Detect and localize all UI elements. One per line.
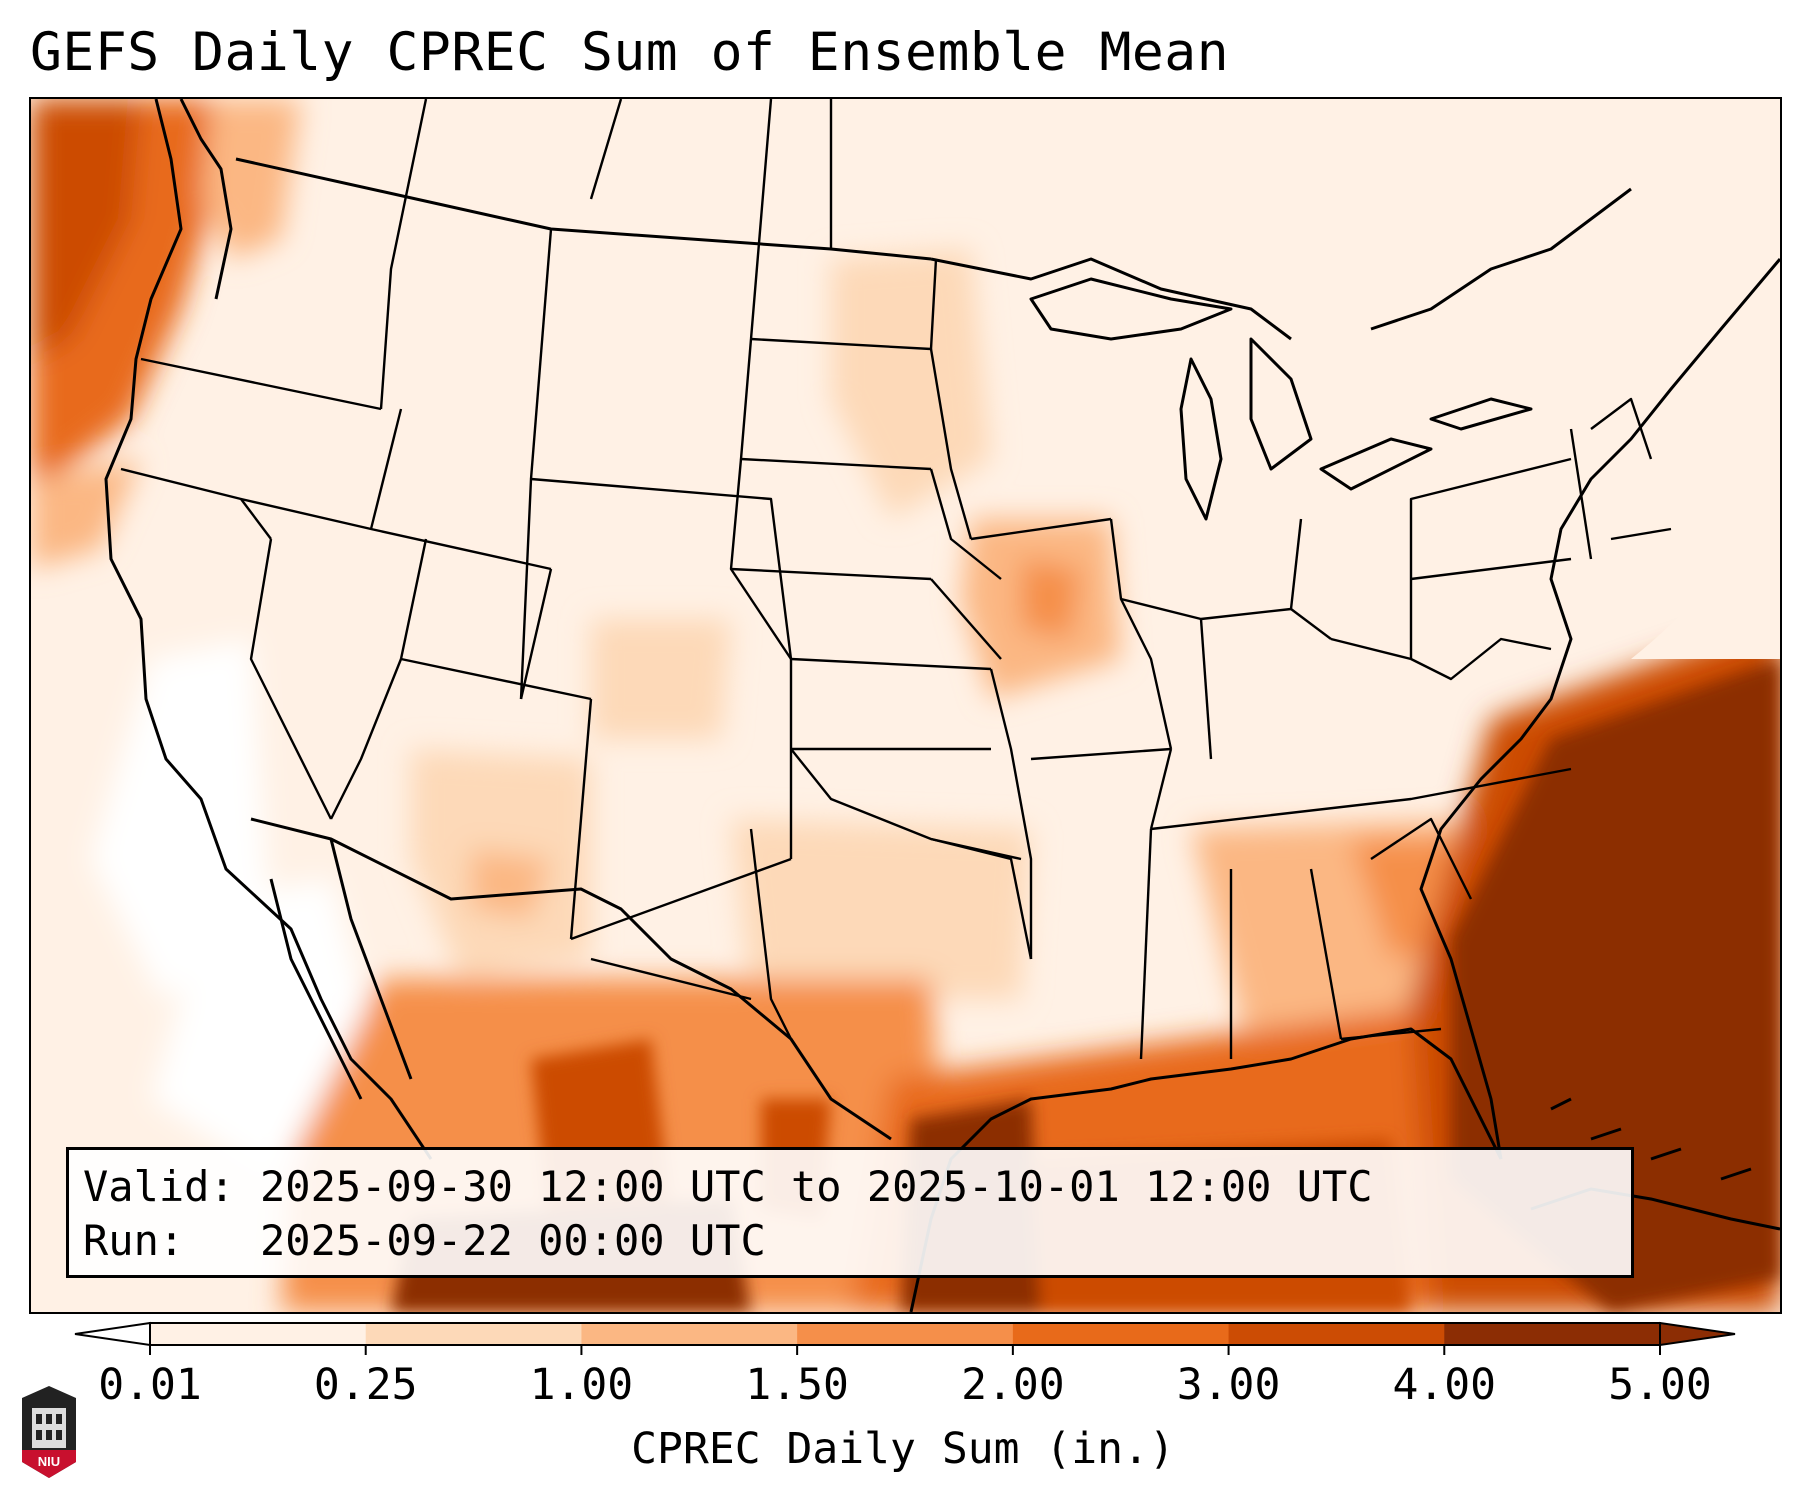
niu-logo: NIU <box>22 1386 76 1478</box>
state-boundaries <box>120 99 1672 1060</box>
chart-title: GEFS Daily CPREC Sum of Ensemble Mean <box>30 22 1230 83</box>
colorbar-segment <box>797 1323 1014 1345</box>
svg-text:NIU: NIU <box>38 1454 60 1469</box>
map-panel[interactable] <box>29 97 1782 1314</box>
run-time: Run: 2025-09-22 00:00 UTC <box>83 1216 766 1265</box>
colorbar-extend-high <box>1659 1321 1736 1347</box>
info-box: Valid: 2025-09-30 12:00 UTC to 2025-10-0… <box>66 1147 1634 1278</box>
colorbar-segment <box>581 1323 798 1345</box>
colorbar-tick-label: 0.25 <box>313 1360 418 1410</box>
colorbar-segment <box>1228 1323 1445 1345</box>
colorbar-tick-label: 2.00 <box>961 1360 1065 1410</box>
map-canvas <box>31 99 1780 1312</box>
valid-time: Valid: 2025-09-30 12:00 UTC to 2025-10-0… <box>83 1162 1373 1211</box>
colorbar <box>74 1321 1736 1355</box>
colorbar-segment <box>1444 1323 1661 1345</box>
colorbar-tick-label: 3.00 <box>1176 1360 1281 1410</box>
colorbar-segment <box>1012 1323 1230 1345</box>
colorbar-tick-label: 1.50 <box>745 1360 849 1410</box>
colorbar-extend-low <box>74 1321 151 1347</box>
colorbar-tick-label: 0.01 <box>98 1360 202 1410</box>
colorbar-tick-label: 5.00 <box>1608 1360 1712 1410</box>
colorbar-segment <box>365 1323 582 1345</box>
colorbar-tick-label: 4.00 <box>1392 1360 1497 1410</box>
colorbar-tick-label: 1.00 <box>529 1360 634 1410</box>
colorbar-segment <box>150 1323 367 1345</box>
colorbar-label: CPREC Daily Sum (in.) <box>631 1424 1175 1474</box>
